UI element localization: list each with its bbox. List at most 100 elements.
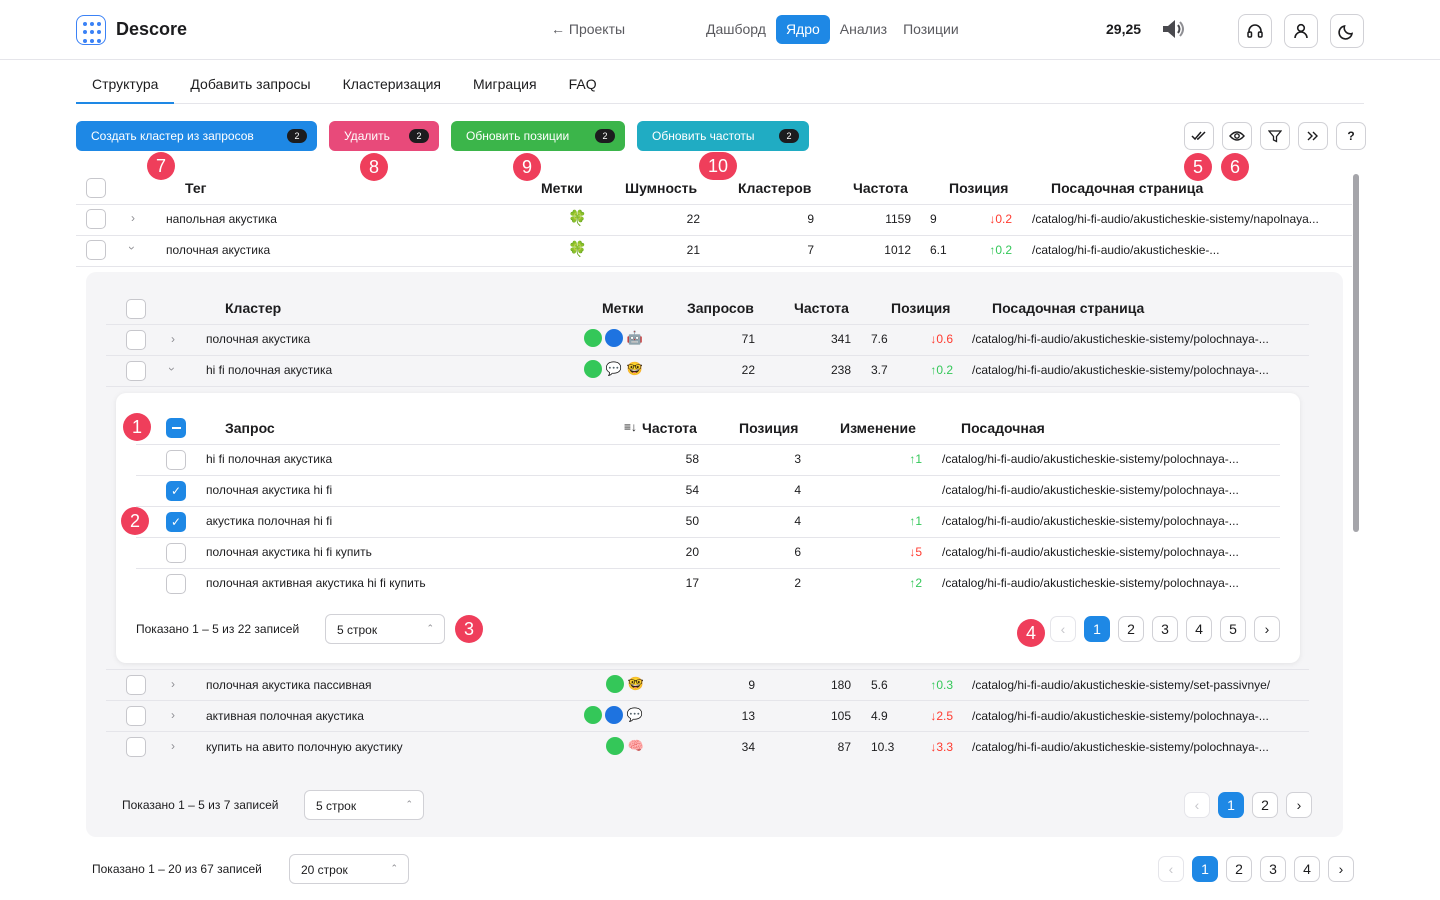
queries-page-2[interactable]: 2 [1118, 616, 1144, 642]
tags-prev-page-button[interactable]: ‹ [1158, 856, 1184, 882]
filter-button[interactable] [1260, 122, 1290, 150]
tab-faq[interactable]: FAQ [568, 76, 597, 92]
col-position-header[interactable]: Позиция [949, 180, 1009, 196]
landing-url[interactable]: /catalog/hi-fi-audio/akusticheskie-siste… [942, 545, 1239, 559]
tab-clustering[interactable]: Кластеризация [342, 76, 441, 92]
chevron-right-icon[interactable]: › [171, 332, 175, 346]
tags-page-1[interactable]: 1 [1192, 856, 1218, 882]
tags-rows-per-page-select[interactable]: 20 строк [289, 854, 409, 884]
clover-icon: 🍀 [568, 210, 587, 227]
clusters-prev-page-button[interactable]: ‹ [1184, 792, 1210, 818]
col-landing-header[interactable]: Посадочная страница [1051, 180, 1204, 196]
tab-migration[interactable]: Миграция [473, 76, 537, 92]
row-checkbox[interactable] [86, 240, 106, 260]
chevron-right-icon[interactable]: › [131, 211, 135, 225]
tab-structure[interactable]: Структура [76, 64, 175, 104]
chevron-down-icon[interactable]: › [125, 246, 139, 250]
landing-url[interactable]: /catalog/hi-fi-audio/akusticheskie-siste… [972, 678, 1271, 692]
row-checkbox[interactable]: ✓ [166, 512, 186, 532]
landing-url[interactable]: /catalog/hi-fi-audio/akusticheskie-siste… [972, 740, 1269, 754]
queries-next-page-button[interactable]: › [1254, 616, 1280, 642]
chevron-right-icon[interactable]: › [171, 677, 175, 691]
landing-url[interactable]: /catalog/hi-fi-audio/akusticheskie-... [1032, 243, 1220, 257]
queries-page-4[interactable]: 4 [1186, 616, 1212, 642]
landing-url[interactable]: /catalog/hi-fi-audio/akusticheskie-siste… [942, 452, 1239, 466]
nav-dashboard[interactable]: Дашборд [706, 21, 766, 37]
speaker-icon[interactable] [1160, 16, 1186, 44]
col-frequency-header[interactable]: Частота [853, 180, 908, 196]
update-positions-button[interactable]: Обновить позиции 2 [451, 121, 625, 151]
chevron-right-icon[interactable]: › [171, 708, 175, 722]
col-frequency-header[interactable]: Частота [794, 300, 849, 316]
col-clusters-header[interactable]: Кластеров [738, 180, 812, 196]
col-landing-header[interactable]: Посадочная страница [992, 300, 1145, 316]
landing-url[interactable]: /catalog/hi-fi-audio/akusticheskie-siste… [942, 514, 1239, 528]
queries-page-5[interactable]: 5 [1220, 616, 1246, 642]
row-checkbox[interactable] [126, 675, 146, 695]
clusters-page-2[interactable]: 2 [1252, 792, 1278, 818]
landing-url[interactable]: /catalog/hi-fi-audio/akusticheskie-siste… [972, 709, 1269, 723]
row-checkbox[interactable] [166, 574, 186, 594]
expand-all-button[interactable] [1298, 122, 1328, 150]
logo-icon[interactable] [76, 15, 106, 45]
tab-add-queries[interactable]: Добавить запросы [190, 76, 311, 92]
tags-next-page-button[interactable]: › [1328, 856, 1354, 882]
row-checkbox[interactable]: ✓ [166, 481, 186, 501]
row-checkbox[interactable] [126, 737, 146, 757]
delete-button[interactable]: Удалить 2 [329, 121, 439, 151]
tags-page-2[interactable]: 2 [1226, 856, 1252, 882]
clusters-rows-per-page-select[interactable]: 5 строк [304, 790, 424, 820]
tags-page-4[interactable]: 4 [1294, 856, 1320, 882]
row-checkbox[interactable] [166, 543, 186, 563]
col-query-header[interactable]: Запрос [225, 420, 275, 436]
nav-analysis[interactable]: Анализ [839, 21, 888, 37]
queries-page-1[interactable]: 1 [1084, 616, 1110, 642]
landing-url[interactable]: /catalog/hi-fi-audio/akusticheskie-siste… [1032, 212, 1319, 226]
col-cluster-header[interactable]: Кластер [225, 300, 282, 316]
update-frequencies-button[interactable]: Обновить частоты 2 [637, 121, 809, 151]
logo-text[interactable]: Descore [116, 19, 188, 39]
landing-url[interactable]: /catalog/hi-fi-audio/akusticheskie-siste… [972, 332, 1269, 346]
queries-rows-per-page-select[interactable]: 5 строк [325, 614, 445, 644]
landing-url[interactable]: /catalog/hi-fi-audio/akusticheskie-siste… [942, 576, 1239, 590]
landing-url[interactable]: /catalog/hi-fi-audio/akusticheskie-siste… [972, 363, 1269, 377]
queries-select-all-checkbox[interactable] [166, 418, 186, 438]
visibility-button[interactable] [1222, 122, 1252, 150]
queries-page-3[interactable]: 3 [1152, 616, 1178, 642]
vertical-scrollbar[interactable] [1353, 174, 1359, 532]
sort-desc-icon[interactable]: ≡↓ [624, 420, 638, 434]
row-checkbox[interactable] [86, 209, 106, 229]
queries-prev-page-button[interactable]: ‹ [1050, 616, 1076, 642]
clusters-select-all-checkbox[interactable] [126, 299, 146, 319]
nav-positions[interactable]: Позиции [903, 21, 959, 37]
col-landing-header[interactable]: Посадочная [961, 420, 1045, 436]
back-to-projects-link[interactable]: ← Проекты [551, 21, 626, 37]
clusters-next-page-button[interactable]: › [1286, 792, 1312, 818]
col-noise-header[interactable]: Шумность [625, 180, 698, 196]
clusters-page-1[interactable]: 1 [1218, 792, 1244, 818]
row-checkbox[interactable] [126, 706, 146, 726]
row-checkbox[interactable] [166, 450, 186, 470]
row-checkbox[interactable] [126, 361, 146, 381]
profile-button[interactable] [1284, 14, 1318, 48]
support-headset-button[interactable] [1238, 14, 1272, 48]
col-position-header[interactable]: Позиция [891, 300, 951, 316]
create-cluster-button[interactable]: Создать кластер из запросов 2 [76, 121, 317, 151]
col-marks-header[interactable]: Метки [602, 300, 644, 316]
col-queries-header[interactable]: Запросов [687, 300, 754, 316]
tags-page-3[interactable]: 3 [1260, 856, 1286, 882]
col-tag-header[interactable]: Тег [185, 180, 207, 196]
select-all-button[interactable] [1184, 122, 1214, 150]
help-button[interactable]: ? [1336, 122, 1366, 150]
col-marks-header[interactable]: Метки [541, 180, 583, 196]
tags-select-all-checkbox[interactable] [86, 178, 106, 198]
row-checkbox[interactable] [126, 330, 146, 350]
col-position-header[interactable]: Позиция [739, 420, 799, 436]
chevron-right-icon[interactable]: › [171, 739, 175, 753]
col-frequency-header[interactable]: Частота [642, 420, 697, 436]
col-change-header[interactable]: Изменение [840, 420, 916, 436]
nav-core[interactable]: Ядро [775, 15, 830, 44]
chevron-down-icon[interactable]: › [165, 367, 179, 371]
landing-url[interactable]: /catalog/hi-fi-audio/akusticheskie-siste… [942, 483, 1239, 497]
theme-toggle-button[interactable] [1330, 14, 1364, 48]
